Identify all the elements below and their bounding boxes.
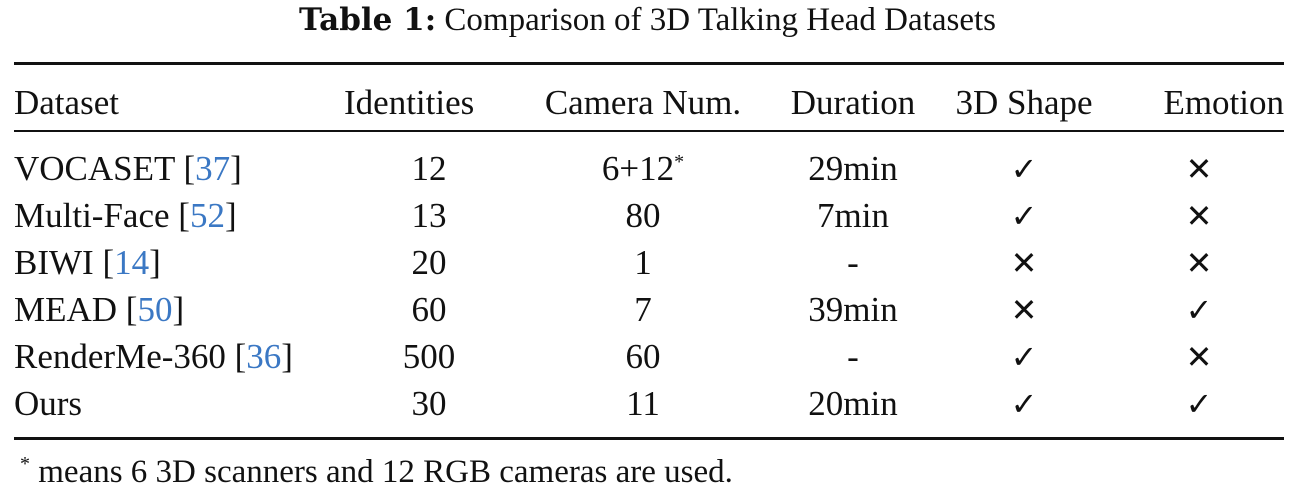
duration-cell: 39min: [808, 289, 898, 329]
bottom-rule: [14, 437, 1284, 440]
header-emotion: Emotion: [1163, 83, 1284, 122]
dataset-comparison-table: Dataset Identities Camera Num. Duration …: [14, 77, 1284, 427]
table-row: VOCASET [37] 12 6+12* 29min ✓ ✕: [14, 129, 1284, 192]
dataset-name-cell: MEAD [50]: [14, 289, 185, 329]
duration-cell: 29min: [808, 148, 898, 188]
camera-num-cell: 60: [625, 336, 661, 376]
camera-num-cell: 80: [625, 195, 661, 235]
duration-cell: 20min: [808, 383, 898, 423]
footnote-marker: *: [20, 453, 30, 475]
check-icon: ✓: [1010, 337, 1038, 376]
header-camera-num: Camera Num.: [544, 83, 742, 122]
duration-cell: -: [847, 336, 859, 376]
camera-num-cell: 1: [634, 242, 652, 282]
header-dataset: Dataset: [14, 83, 119, 122]
citation-link[interactable]: 52: [189, 195, 225, 235]
table-row: RenderMe-360 [36] 500 60 - ✓ ✕: [14, 333, 1284, 380]
cross-icon: ✕: [1185, 337, 1213, 376]
check-icon: ✓: [1185, 290, 1213, 329]
table-caption-label: Table 1:: [299, 2, 437, 38]
camera-num-cell: 7: [634, 289, 652, 329]
cross-icon: ✕: [1185, 149, 1213, 188]
check-icon: ✓: [1010, 384, 1038, 423]
dataset-name-cell: VOCASET [37]: [14, 148, 242, 188]
top-rule: [14, 62, 1284, 65]
identities-cell: 500: [402, 336, 456, 376]
check-icon: ✓: [1185, 384, 1213, 423]
dataset-name-cell: BIWI [14]: [14, 242, 161, 282]
citation-link[interactable]: 50: [137, 289, 173, 329]
citation-link[interactable]: 37: [195, 148, 231, 188]
duration-cell: 7min: [817, 195, 889, 235]
citation-link[interactable]: 36: [246, 336, 282, 376]
identities-cell: 13: [411, 195, 447, 235]
table-row: MEAD [50] 60 7 39min ✕ ✓: [14, 286, 1284, 333]
table-row: BIWI [14] 20 1 - ✕ ✕: [14, 239, 1284, 286]
footnote-marker: *: [674, 150, 685, 173]
table-caption-text: Comparison of 3D Talking Head Datasets: [444, 2, 996, 38]
cross-icon: ✕: [1185, 196, 1213, 235]
duration-cell: -: [847, 242, 859, 282]
header-row: Dataset Identities Camera Num. Duration …: [14, 77, 1284, 129]
table-caption: Table 1: Comparison of 3D Talking Head D…: [0, 0, 1295, 40]
identities-cell: 12: [411, 148, 447, 188]
cross-icon: ✕: [1010, 290, 1038, 329]
cross-icon: ✕: [1185, 243, 1213, 282]
check-icon: ✓: [1010, 149, 1038, 188]
cross-icon: ✕: [1010, 243, 1038, 282]
camera-num-cell: 11: [626, 383, 660, 423]
camera-num-cell: 6+12*: [601, 148, 685, 188]
table-row: Multi-Face [52] 13 80 7min ✓ ✕: [14, 192, 1284, 239]
dataset-name-cell: Ours: [14, 383, 83, 423]
table-footnote: * means 6 3D scanners and 12 RGB cameras…: [20, 444, 733, 492]
header-duration: Duration: [790, 83, 916, 122]
header-rule: [14, 130, 1284, 132]
header-identities: Identities: [344, 83, 475, 122]
identities-cell: 30: [411, 383, 447, 423]
identities-cell: 20: [411, 242, 447, 282]
dataset-name-cell: RenderMe-360 [36]: [14, 336, 293, 376]
citation-link[interactable]: 14: [114, 242, 150, 282]
footnote-text: means 6 3D scanners and 12 RGB cameras a…: [30, 454, 733, 490]
header-3d-shape: 3D Shape: [955, 83, 1093, 122]
table-row: Ours 30 11 20min ✓ ✓: [14, 380, 1284, 427]
dataset-name-cell: Multi-Face [52]: [14, 195, 237, 235]
check-icon: ✓: [1010, 196, 1038, 235]
identities-cell: 60: [411, 289, 447, 329]
